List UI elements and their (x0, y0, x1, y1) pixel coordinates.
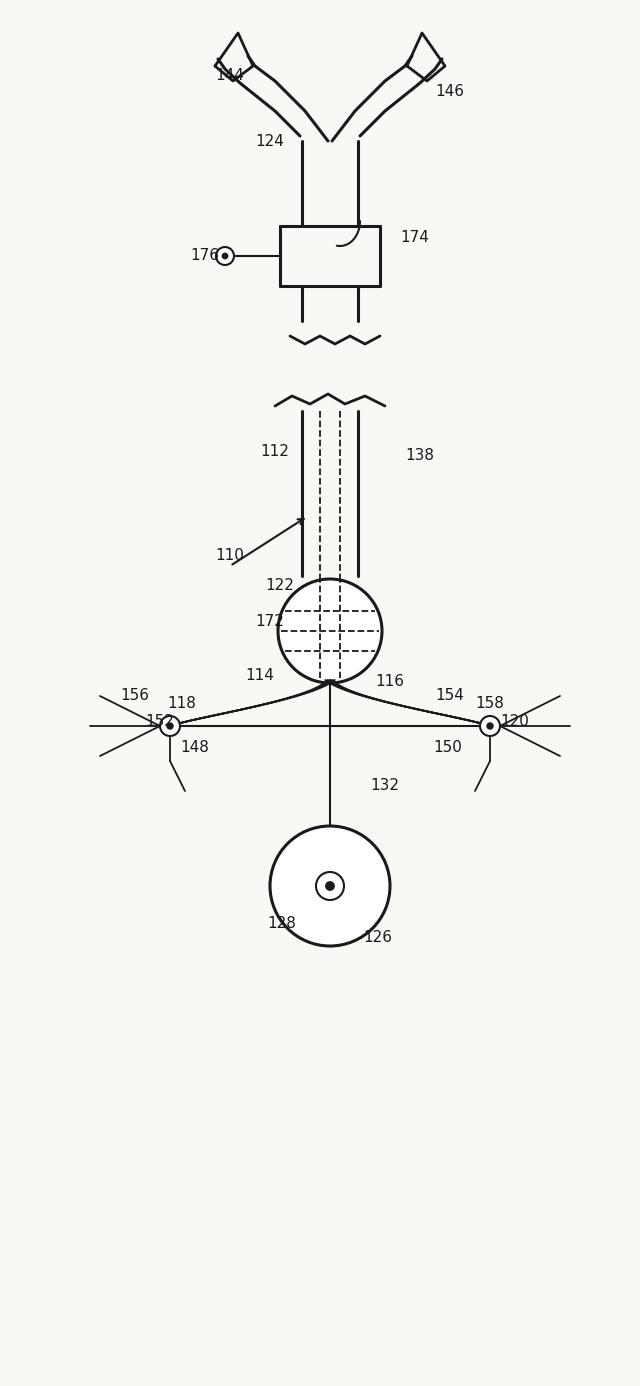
Circle shape (222, 254, 228, 259)
Text: 114: 114 (246, 668, 275, 683)
Text: 122: 122 (266, 578, 294, 593)
Circle shape (487, 723, 493, 729)
Circle shape (326, 881, 334, 890)
Text: 154: 154 (436, 689, 465, 704)
Text: 174: 174 (401, 230, 429, 245)
Text: 172: 172 (255, 614, 284, 628)
Text: 176: 176 (191, 248, 220, 263)
Text: 150: 150 (433, 740, 463, 755)
Circle shape (278, 579, 382, 683)
Text: 128: 128 (268, 916, 296, 931)
Text: 124: 124 (255, 133, 284, 148)
Text: 110: 110 (216, 549, 244, 564)
Circle shape (316, 872, 344, 900)
Circle shape (160, 717, 180, 736)
Text: 148: 148 (180, 740, 209, 755)
Circle shape (480, 717, 500, 736)
Text: 144: 144 (216, 68, 244, 83)
Circle shape (270, 826, 390, 947)
Text: 126: 126 (364, 930, 392, 945)
Text: 120: 120 (500, 714, 529, 729)
Text: 156: 156 (120, 689, 150, 704)
Text: 112: 112 (260, 444, 289, 459)
Text: 158: 158 (476, 696, 504, 711)
Text: 116: 116 (376, 674, 404, 689)
Text: 152: 152 (145, 714, 175, 729)
Text: 138: 138 (406, 449, 435, 463)
Text: 118: 118 (168, 696, 196, 711)
Circle shape (167, 723, 173, 729)
Text: 132: 132 (371, 779, 399, 794)
Circle shape (216, 247, 234, 265)
Text: 146: 146 (435, 83, 465, 98)
